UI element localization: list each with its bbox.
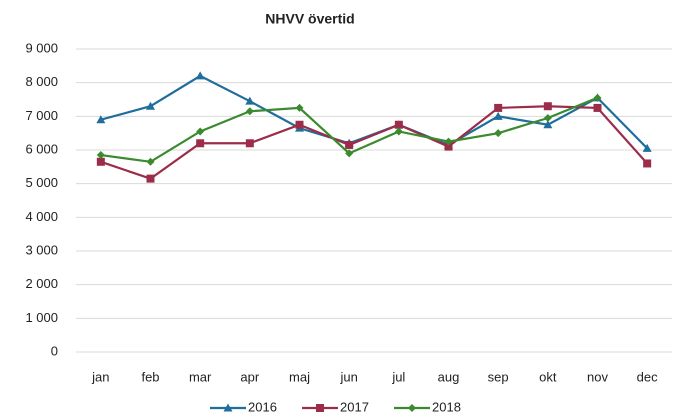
marker: [444, 142, 453, 151]
x-tick-label: jun: [339, 369, 357, 384]
x-tick-label: apr: [240, 369, 259, 384]
marker: [543, 114, 552, 123]
marker: [543, 102, 552, 111]
marker: [295, 120, 304, 129]
marker: [394, 120, 403, 129]
marker: [444, 137, 453, 146]
y-tick-label: 1 000: [25, 310, 58, 325]
marker: [493, 111, 503, 120]
marker: [643, 159, 652, 168]
y-tick-label: 4 000: [25, 209, 58, 224]
marker: [146, 101, 155, 110]
x-tick-label: maj: [289, 369, 310, 384]
marker: [146, 157, 155, 166]
x-tick-label: okt: [539, 369, 557, 384]
marker: [593, 93, 602, 102]
legend-label: 2018: [432, 399, 461, 414]
marker: [295, 103, 304, 112]
y-tick-label: 2 000: [25, 276, 58, 291]
x-tick-label: nov: [587, 369, 608, 384]
series-line: [100, 105, 648, 180]
marker: [196, 139, 205, 148]
marker: [96, 115, 106, 124]
marker: [245, 107, 254, 116]
marker: [345, 140, 354, 149]
marker: [245, 96, 255, 105]
x-tick-label: sep: [488, 369, 509, 384]
x-tick-label: feb: [141, 369, 159, 384]
marker: [345, 149, 354, 158]
marker: [494, 103, 503, 112]
y-tick-label: 3 000: [25, 242, 58, 257]
legend-marker: [223, 403, 233, 412]
y-tick-label: 9 000: [25, 40, 58, 55]
x-tick-label: aug: [438, 369, 460, 384]
marker: [245, 139, 254, 148]
marker: [543, 120, 553, 129]
legend-label: 2016: [248, 399, 277, 414]
marker: [593, 103, 602, 112]
x-tick-label: dec: [637, 369, 658, 384]
marker: [642, 143, 652, 152]
chart-title: NHVV övertid: [265, 11, 354, 27]
y-tick-label: 7 000: [25, 108, 58, 123]
x-tick-label: mar: [189, 369, 212, 384]
marker: [96, 151, 105, 160]
marker: [146, 174, 155, 183]
marker: [96, 157, 105, 166]
y-tick-label: 6 000: [25, 141, 58, 156]
marker: [195, 71, 205, 80]
y-tick-label: 5 000: [25, 175, 58, 190]
marker: [494, 129, 503, 138]
marker: [394, 127, 403, 136]
y-tick-label: 8 000: [25, 74, 58, 89]
x-tick-label: jul: [391, 369, 405, 384]
y-tick-label: 0: [51, 343, 58, 358]
legend-marker: [316, 404, 324, 412]
legend-marker: [408, 404, 416, 412]
x-tick-label: jan: [91, 369, 109, 384]
legend-label: 2017: [340, 399, 369, 414]
marker: [196, 127, 205, 136]
